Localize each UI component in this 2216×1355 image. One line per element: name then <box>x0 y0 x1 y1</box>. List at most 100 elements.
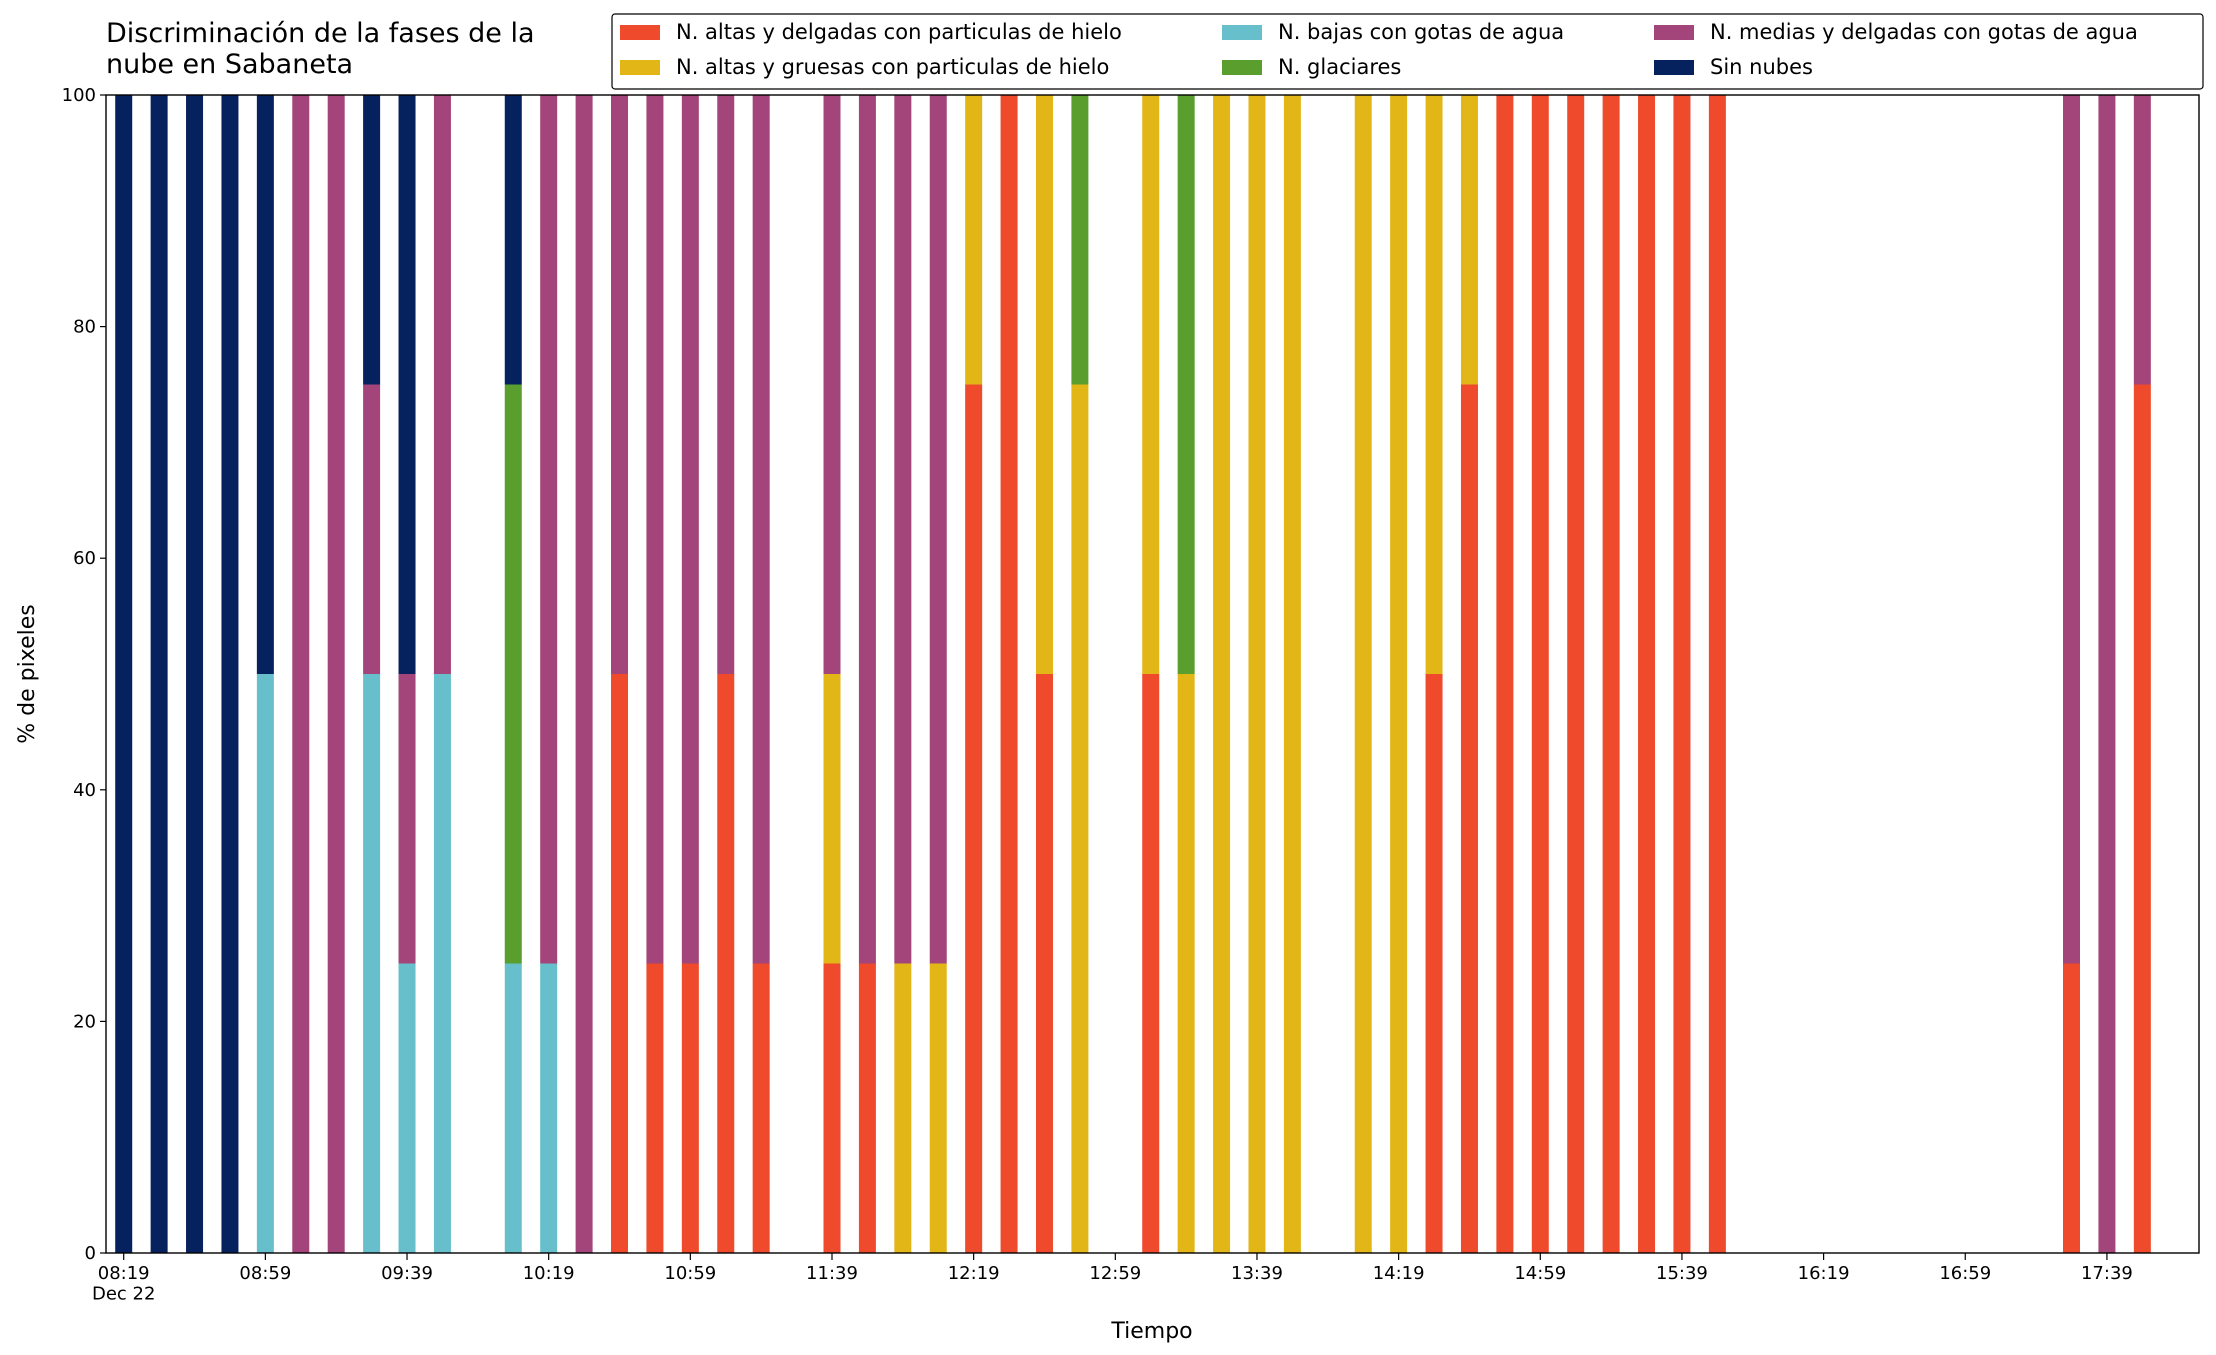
bar-segment <box>433 95 451 674</box>
bar-segment <box>2133 384 2151 1253</box>
bar-segment <box>1354 95 1372 1253</box>
x-tick-label: 08:19 Dec 22 <box>92 1263 155 1305</box>
bar-segment <box>611 674 629 1253</box>
y-axis-label: % de pixeles <box>15 604 40 743</box>
legend-swatch <box>620 60 660 75</box>
bar-segment <box>1213 95 1231 1253</box>
legend-swatch <box>1222 60 1262 75</box>
legend-label: N. altas y delgadas con particulas de hi… <box>676 20 1122 44</box>
bar-segment <box>540 95 558 964</box>
y-tick-label: 20 <box>73 1011 96 1032</box>
bar-segment <box>221 95 239 1253</box>
bar-segment <box>1071 384 1089 1253</box>
bar-segment <box>1248 95 1266 1253</box>
bar-segment <box>823 963 841 1253</box>
chart-title: Discriminación de la fases de la nube en … <box>106 18 535 80</box>
bar-segment <box>823 674 841 964</box>
bar-segment <box>858 95 876 964</box>
bar-segment <box>1496 95 1514 1253</box>
bar-segment <box>186 95 204 1253</box>
bar-segment <box>115 95 133 1253</box>
bar-segment <box>823 95 841 674</box>
bar-segment <box>363 95 381 385</box>
bar-segment <box>363 384 381 674</box>
bar-segment <box>1673 95 1691 1253</box>
legend-label: N. bajas con gotas de agua <box>1278 20 1564 44</box>
bar-segment <box>611 95 629 674</box>
bar-segment <box>504 384 522 964</box>
bar-segment <box>1071 95 1089 385</box>
bar-segment <box>1638 95 1656 1253</box>
y-tick-label: 80 <box>73 317 96 338</box>
bar-segment <box>398 963 416 1253</box>
legend-label: N. medias y delgadas con gotas de agua <box>1710 20 2138 44</box>
bar-segment <box>504 95 522 385</box>
bar-segment <box>681 963 699 1253</box>
y-tick-label: 60 <box>73 548 96 569</box>
y-tick-label: 100 <box>62 85 96 106</box>
bar-segment <box>752 963 770 1253</box>
legend-swatch <box>1654 25 1694 40</box>
bar-segment <box>1000 95 1018 1253</box>
legend-box <box>611 13 2204 90</box>
bar-segment <box>965 95 983 385</box>
x-tick-label: 14:59 <box>1514 1263 1566 1284</box>
legend-swatch <box>1654 60 1694 75</box>
bar-segment <box>894 963 912 1253</box>
bar-segment <box>646 95 664 964</box>
plot-frame <box>105 94 2200 1254</box>
x-tick-label: 12:19 <box>948 1263 1000 1284</box>
bar-segment <box>150 95 168 1253</box>
bar-segment <box>717 674 735 1253</box>
bar-segment <box>1425 95 1443 674</box>
bar-segment <box>292 95 310 1253</box>
bar-segment <box>717 95 735 674</box>
x-tick-label: 10:59 <box>664 1263 716 1284</box>
bar-segment <box>1035 674 1053 1253</box>
legend-swatch <box>1222 25 1262 40</box>
x-axis-label: Tiempo <box>1110 1319 1192 1344</box>
legend-label: N. altas y gruesas con particulas de hie… <box>676 55 1109 79</box>
bar-segment <box>1142 674 1160 1253</box>
bar-segment <box>1567 95 1585 1253</box>
bar-segment <box>256 95 274 674</box>
x-tick-label: 11:39 <box>806 1263 858 1284</box>
bar-segment <box>1460 384 1478 1253</box>
bar-segment <box>1602 95 1620 1253</box>
bar-segment <box>1390 95 1408 1253</box>
bar-segment <box>646 963 664 1253</box>
bar-segment <box>1142 95 1160 674</box>
bar-segment <box>433 674 451 1253</box>
x-tick-label: 10:19 <box>523 1263 575 1284</box>
bar-segment <box>256 674 274 1253</box>
y-tick-label: 40 <box>73 780 96 801</box>
legend-swatch <box>620 25 660 40</box>
bar-segment <box>2098 95 2116 1253</box>
bar-segment <box>929 963 947 1253</box>
x-tick-label: 16:19 <box>1798 1263 1850 1284</box>
bar-segment <box>1177 674 1195 1253</box>
x-tick-label: 14:19 <box>1373 1263 1425 1284</box>
bar-segment <box>681 95 699 964</box>
y-tick-label: 0 <box>85 1243 96 1264</box>
bar-segment <box>327 95 345 1253</box>
bar-segment <box>1460 95 1478 385</box>
bar-segment <box>540 963 558 1253</box>
bar-segment <box>398 95 416 674</box>
x-tick-label: 09:39 <box>381 1263 433 1284</box>
bar-segment <box>1177 95 1195 674</box>
bar-segment <box>1708 95 1726 1253</box>
bar-segment <box>2063 963 2081 1253</box>
x-tick-label: 08:59 <box>239 1263 291 1284</box>
legend-label: N. glaciares <box>1278 55 1401 79</box>
x-tick-label: 16:59 <box>1939 1263 1991 1284</box>
bar-segment <box>1283 95 1301 1253</box>
bar-segment <box>752 95 770 964</box>
bar-segment <box>894 95 912 964</box>
legend-label: Sin nubes <box>1710 55 1813 79</box>
bar-segment <box>2063 95 2081 964</box>
bar-segment <box>398 674 416 964</box>
bar-segment <box>2133 95 2151 385</box>
x-tick-label: 15:39 <box>1656 1263 1708 1284</box>
bar-segment <box>1035 95 1053 674</box>
